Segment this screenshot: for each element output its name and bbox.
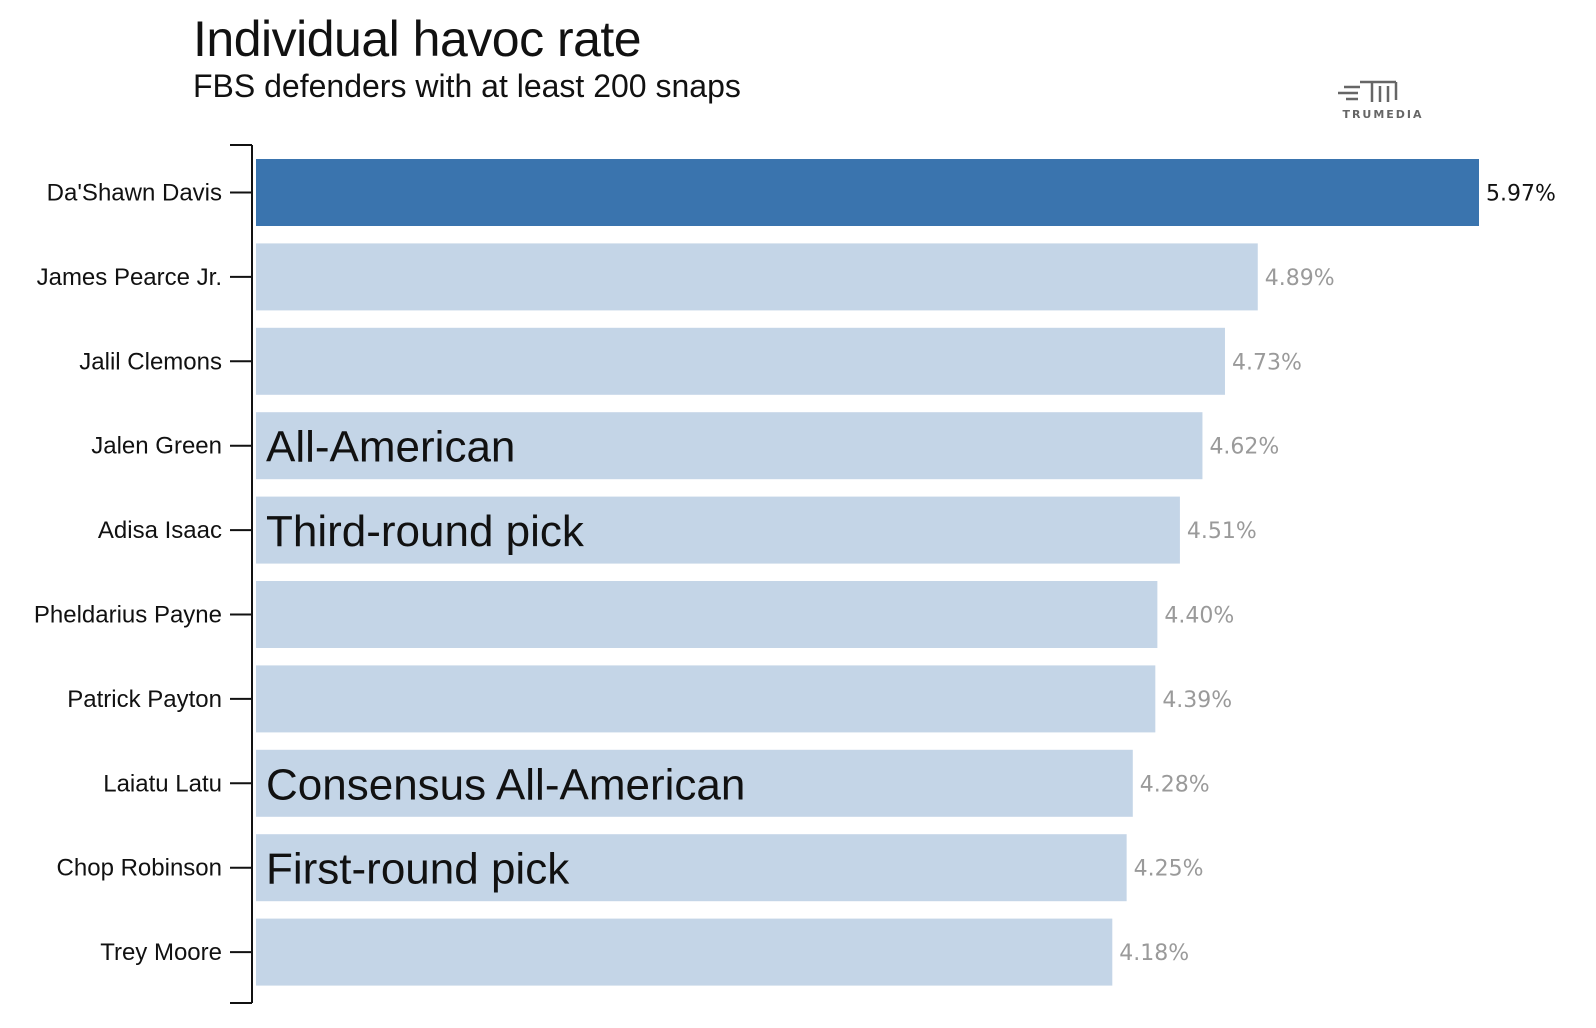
bar[interactable] <box>256 918 1113 986</box>
bar-annotation: Third-round pick <box>266 507 585 556</box>
value-label: 4.39% <box>1162 688 1232 713</box>
bar[interactable] <box>256 327 1225 395</box>
category-label: James Pearce Jr. <box>37 264 222 291</box>
value-label: 4.51% <box>1187 519 1257 544</box>
bar[interactable] <box>256 243 1258 311</box>
category-label: Chop Robinson <box>57 855 222 882</box>
bar[interactable] <box>256 159 1479 226</box>
category-label: Jalil Clemons <box>79 348 222 375</box>
bar[interactable] <box>256 581 1158 648</box>
bar[interactable] <box>256 412 1203 480</box>
bar[interactable] <box>256 834 1127 902</box>
value-label: 4.89% <box>1265 266 1335 291</box>
value-label: 4.40% <box>1164 604 1234 629</box>
category-label: Pheldarius Payne <box>34 602 222 629</box>
value-label: 4.28% <box>1140 772 1210 797</box>
chart-subtitle: FBS defenders with at least 200 snaps <box>193 68 741 104</box>
bar[interactable] <box>256 496 1180 564</box>
trumedia-logo-text: TRUMEDIA <box>1342 108 1424 121</box>
bar[interactable] <box>256 665 1156 733</box>
category-label: Da'Shawn Davis <box>47 180 222 207</box>
chart-title: Individual havoc rate <box>193 11 642 67</box>
trumedia-logo: TRUMEDIA <box>1338 78 1428 126</box>
bar[interactable] <box>256 749 1133 817</box>
category-label: Laiatu Latu <box>103 770 222 797</box>
value-label: 4.62% <box>1209 435 1279 460</box>
category-label: Jalen Green <box>91 433 222 460</box>
bar-annotation: All-American <box>266 423 515 472</box>
value-label: 4.18% <box>1119 941 1189 966</box>
category-label: Trey Moore <box>100 939 222 966</box>
value-label: 4.73% <box>1232 350 1302 375</box>
bar-annotation: First-round pick <box>266 845 570 894</box>
value-label: 5.97% <box>1486 182 1556 207</box>
category-label: Patrick Payton <box>67 686 222 713</box>
category-label: Adisa Isaac <box>98 517 222 544</box>
value-label: 4.25% <box>1134 857 1204 882</box>
trumedia-logo-icon <box>1338 80 1398 102</box>
bar-annotation: Consensus All-American <box>266 760 745 809</box>
